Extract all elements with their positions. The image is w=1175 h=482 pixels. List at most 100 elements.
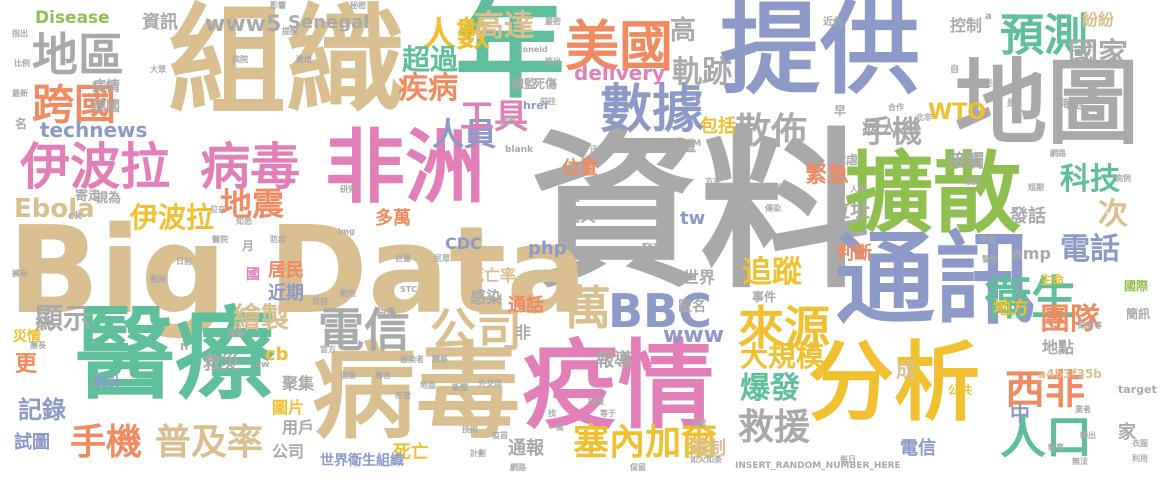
word: 電信 <box>900 438 936 459</box>
word: 外交部 <box>478 379 502 388</box>
word: 地震 <box>220 185 285 223</box>
word: zoneid <box>518 45 548 54</box>
word: 人員 <box>432 115 497 153</box>
word: 軌跡 <box>672 55 732 90</box>
word: 組織 <box>168 0 405 130</box>
word: Ebola <box>14 194 95 224</box>
word: Big Data <box>8 202 588 341</box>
word: 方式 <box>705 177 721 186</box>
word: 醫院 <box>212 235 228 244</box>
word: 床層等 <box>1078 321 1102 330</box>
word: 試圖 <box>14 432 50 453</box>
word: 找 <box>548 409 556 418</box>
word: 伊波拉 <box>20 138 170 196</box>
word: 利用 <box>1132 454 1148 463</box>
word: amp <box>1012 244 1051 263</box>
word: 手機 <box>862 115 922 150</box>
word: 民眾 <box>434 254 450 263</box>
word: 北非 <box>916 113 932 122</box>
word: STC <box>400 285 418 294</box>
word: target <box>1118 383 1157 396</box>
word: 世界 <box>683 268 716 287</box>
word: 包括 <box>700 116 736 137</box>
word: 暫時 <box>150 275 166 284</box>
word: 是 <box>1007 99 1017 109</box>
word: 自 <box>950 65 960 75</box>
word: www5 <box>205 12 282 37</box>
word: 公共 <box>948 383 973 397</box>
word: 疫情 <box>522 330 714 442</box>
word: 科技 <box>1060 162 1120 197</box>
word: 年 <box>455 0 565 113</box>
word: 每日 <box>840 455 856 464</box>
word: blank <box>505 145 533 155</box>
word: 發現 <box>641 242 666 256</box>
word: INSERT_RANDOM_NUMBER_HERE <box>735 461 901 471</box>
word: 名 <box>15 117 28 131</box>
word: 手機 <box>70 422 143 463</box>
word: 聚集 <box>282 374 315 393</box>
word: 生命 <box>1040 273 1065 287</box>
word: 電話 <box>1060 232 1120 267</box>
word: 指出 <box>12 29 28 38</box>
word: 寄走 <box>75 189 102 204</box>
word: 緩解 <box>228 329 244 338</box>
word: a4b3f35b <box>1038 367 1102 381</box>
word: 一萬 <box>548 423 564 432</box>
word: 病人 <box>862 118 898 139</box>
word: 多萬 <box>375 208 411 229</box>
word: 總監 <box>512 77 537 91</box>
word: 疾管 <box>395 391 411 400</box>
word: 計劃 <box>470 449 486 458</box>
word: 等于 <box>600 409 616 418</box>
word: 地圖 <box>955 50 1140 157</box>
word: 死亡率 <box>468 266 517 285</box>
word: 技術 <box>462 425 478 434</box>
word: BBC <box>608 284 712 338</box>
word: 發話 <box>1010 206 1046 227</box>
word: 巨量 <box>395 254 411 263</box>
word: Senegal <box>288 12 370 33</box>
word: 病毒 <box>312 331 521 453</box>
word: 遭 <box>682 139 696 155</box>
word: CDC <box>445 234 482 253</box>
word: 更 <box>15 352 38 377</box>
word: INSERT_RANDOM <box>615 139 702 149</box>
word: 紛紛 <box>1082 10 1115 29</box>
word: 早 <box>834 104 847 118</box>
word: 災情 <box>13 329 41 345</box>
word: 緊急 <box>805 163 850 188</box>
word: 事件 <box>752 290 777 304</box>
word: img <box>338 227 355 236</box>
word: 目標 <box>690 419 706 428</box>
word: 成 <box>896 358 916 382</box>
word: n <box>180 339 189 353</box>
word: 官方 <box>320 345 336 354</box>
word: 警告 <box>982 255 998 264</box>
word: 家 <box>1118 422 1136 443</box>
word: 推出 <box>545 57 561 66</box>
word: 超過 <box>402 43 459 76</box>
word: 海地 <box>1060 97 1085 111</box>
word: 通報 <box>508 438 544 459</box>
word: ck <box>68 209 82 222</box>
word: 接獲 <box>588 397 604 406</box>
word: technews <box>40 118 148 142</box>
word: 國家 <box>1068 37 1128 72</box>
word: www <box>663 323 724 348</box>
word: 分析 <box>808 333 980 433</box>
word: 衛生 <box>985 271 1077 325</box>
word: 高 <box>670 16 697 46</box>
word: 聯合 <box>375 371 391 380</box>
word: 地區 <box>32 28 124 82</box>
word: 業者 <box>1075 405 1091 414</box>
word: 來源 <box>738 301 830 355</box>
word: Disease <box>35 8 110 28</box>
word: 追蹤 <box>742 255 802 290</box>
word: 手段 <box>980 235 996 244</box>
word: 感染者 <box>400 355 424 364</box>
word: 比例 <box>14 59 30 68</box>
word: cb <box>265 344 289 365</box>
word: 通訊 <box>835 221 1035 338</box>
